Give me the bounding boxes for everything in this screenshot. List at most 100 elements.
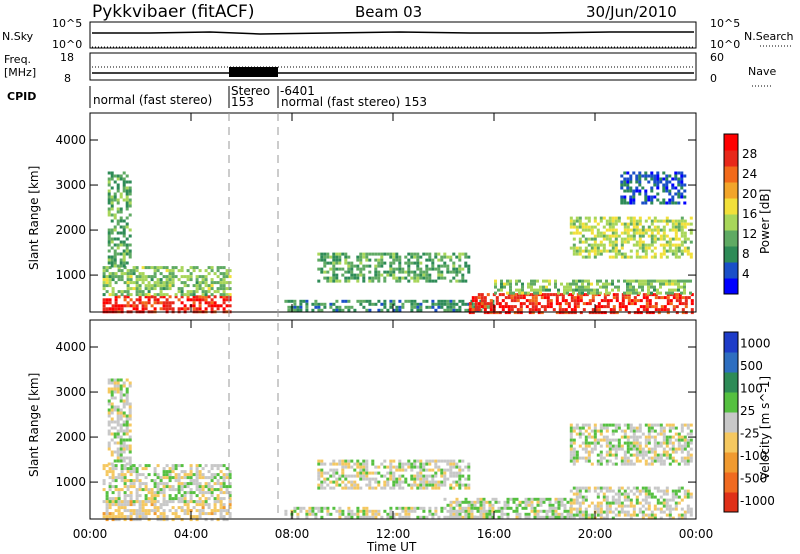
range-cell <box>494 282 497 286</box>
range-cell <box>216 518 220 522</box>
range-cell <box>174 293 178 297</box>
range-cell <box>636 299 640 303</box>
range-cell <box>404 270 408 274</box>
range-cell <box>539 515 543 519</box>
range-cell <box>666 299 670 303</box>
range-cell <box>614 444 618 448</box>
range-cell <box>392 480 396 484</box>
range-cell <box>542 279 545 283</box>
range-cell <box>389 477 393 481</box>
range-cell <box>141 515 145 519</box>
range-cell <box>665 282 668 286</box>
range-cell <box>108 278 112 282</box>
range-cell <box>494 291 497 295</box>
range-cell <box>686 438 690 442</box>
range-cell <box>210 304 214 308</box>
range-cell <box>671 252 675 256</box>
colorbar-frame <box>723 133 739 295</box>
range-cell <box>392 261 396 265</box>
range-cell <box>638 450 642 454</box>
range-cell <box>110 426 114 430</box>
range-cell <box>198 509 202 513</box>
range-cell <box>434 509 438 513</box>
range-cell <box>680 240 684 244</box>
range-cell <box>119 456 123 460</box>
range-cell <box>572 282 575 286</box>
range-cell <box>590 237 594 241</box>
range-cell <box>605 291 608 295</box>
range-cell <box>554 282 557 286</box>
range-cell <box>192 304 196 308</box>
range-cell <box>338 512 342 516</box>
range-cell <box>120 473 124 477</box>
range-cell <box>416 255 420 259</box>
range-cell <box>323 305 327 309</box>
range-cell <box>470 305 474 309</box>
range-cell <box>461 273 465 277</box>
range-cell <box>320 270 324 274</box>
range-cell <box>572 438 576 442</box>
range-cell <box>668 438 672 442</box>
range-cell <box>555 302 559 306</box>
range-cell <box>653 435 657 439</box>
range-cell <box>626 459 630 463</box>
range-cell <box>422 477 426 481</box>
range-cell <box>119 192 123 196</box>
range-cell <box>674 243 678 247</box>
range-cell <box>599 450 603 454</box>
range-cell <box>593 216 597 220</box>
range-cell <box>365 468 369 472</box>
range-cell <box>125 192 129 196</box>
range-cell <box>144 278 148 282</box>
range-cell <box>507 308 511 312</box>
range-cell <box>122 252 126 256</box>
range-cell <box>150 503 154 507</box>
range-cell <box>116 450 120 454</box>
range-cell <box>605 435 609 439</box>
range-cell <box>213 473 217 477</box>
range-cell <box>377 299 381 303</box>
range-cell <box>341 471 345 475</box>
range-cell <box>626 435 630 439</box>
range-cell <box>569 441 573 445</box>
range-cell <box>386 308 390 312</box>
range-cell <box>501 305 505 309</box>
range-cell <box>614 429 618 433</box>
range-cell <box>590 291 593 295</box>
range-cell <box>102 281 106 285</box>
range-cell <box>410 477 414 481</box>
range-cell <box>641 285 644 289</box>
range-cell <box>177 464 181 468</box>
range-cell <box>329 279 333 283</box>
range-cell <box>591 308 595 312</box>
range-cell <box>638 177 642 181</box>
range-cell <box>125 222 129 226</box>
range-cell <box>344 515 348 519</box>
range-cell <box>413 465 417 469</box>
range-cell <box>638 510 642 514</box>
range-cell <box>479 500 483 504</box>
range-cell <box>653 183 657 187</box>
nsky-top: 10^5 <box>52 17 82 30</box>
range-cell <box>425 480 429 484</box>
range-cell <box>128 447 132 451</box>
range-cell <box>452 305 456 309</box>
range-cell <box>518 500 522 504</box>
range-cell <box>563 515 567 519</box>
range-cell <box>332 276 336 280</box>
range-cell <box>392 270 396 274</box>
range-cell <box>662 510 666 514</box>
range-cell <box>153 470 157 474</box>
range-cell <box>506 512 510 516</box>
range-cell <box>317 258 321 262</box>
range-cell <box>419 486 423 490</box>
range-cell <box>521 288 524 292</box>
range-cell <box>578 429 582 433</box>
range-cell <box>392 267 396 271</box>
range-cell <box>614 252 618 256</box>
range-cell <box>392 299 396 303</box>
range-cell <box>107 198 111 202</box>
range-cell <box>174 494 178 498</box>
range-cell <box>380 462 384 466</box>
range-cell <box>320 468 324 472</box>
